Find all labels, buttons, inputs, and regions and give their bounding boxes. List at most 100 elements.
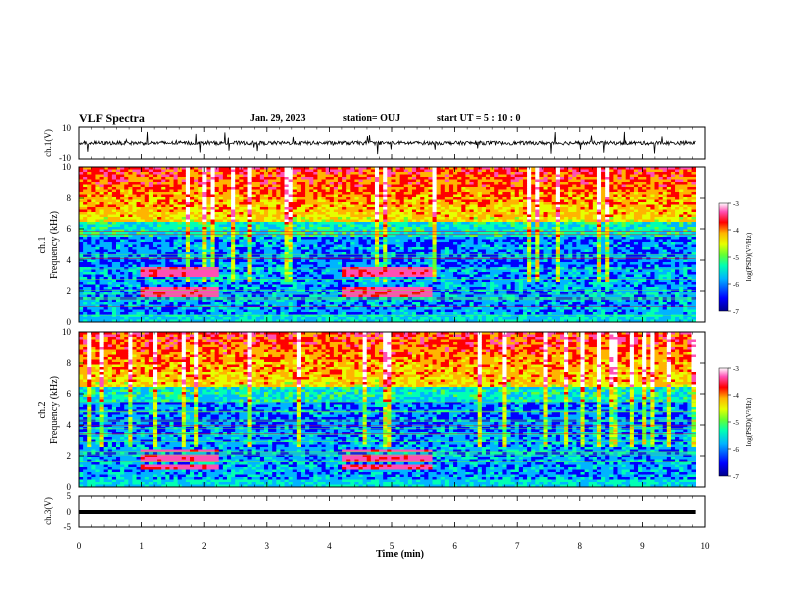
spectrogram-cell bbox=[222, 247, 228, 250]
spectrogram-cell bbox=[181, 234, 187, 238]
spectrogram-cell bbox=[181, 194, 187, 198]
spectrogram-cell bbox=[231, 312, 236, 315]
spectrogram-cell bbox=[239, 247, 244, 250]
spectrogram-cell bbox=[116, 214, 121, 218]
spectrogram-cell bbox=[222, 277, 228, 280]
spectrogram-cell bbox=[309, 287, 314, 290]
spectrogram-cell bbox=[177, 207, 183, 210]
spectrogram-cell bbox=[189, 292, 195, 295]
spectrogram-cell bbox=[79, 287, 84, 290]
spectrogram-cell bbox=[202, 182, 207, 185]
spectrogram-cell bbox=[214, 182, 220, 185]
spectrogram-cell bbox=[374, 247, 380, 250]
spectrogram-cell bbox=[194, 317, 199, 320]
spectrogram-cell bbox=[268, 282, 273, 285]
spectrogram-cell bbox=[103, 229, 109, 233]
spectrogram-cell bbox=[300, 312, 306, 315]
spectrogram-cell bbox=[337, 217, 343, 220]
spectrogram-cell bbox=[194, 319, 199, 323]
spectrogram-cell bbox=[95, 312, 100, 315]
spectrogram-cell bbox=[99, 179, 105, 183]
spectrogram-cell bbox=[321, 227, 327, 230]
spectrogram-cell bbox=[185, 259, 191, 263]
spectrogram-cell bbox=[218, 247, 224, 250]
spectrogram-cell bbox=[321, 204, 327, 208]
spectrogram-cell bbox=[132, 252, 137, 255]
spectrogram-cell bbox=[239, 272, 244, 275]
spectrogram-cell bbox=[321, 297, 327, 300]
spectrogram-cell bbox=[222, 179, 228, 183]
spectrogram-cell bbox=[111, 297, 117, 300]
spectrogram-cell bbox=[161, 314, 166, 318]
spectrogram-cell bbox=[403, 224, 409, 228]
spectrogram-cell bbox=[366, 177, 372, 180]
spectrogram-cell bbox=[300, 167, 306, 170]
spectrogram-cell bbox=[231, 194, 236, 198]
spectrogram-cell bbox=[214, 264, 220, 268]
spectrogram-cell bbox=[346, 264, 351, 268]
spectrogram-cell bbox=[251, 297, 257, 300]
spectrogram-cell bbox=[116, 287, 121, 290]
spectrogram-cell bbox=[91, 237, 96, 240]
spectrogram-cell bbox=[309, 187, 314, 190]
spectrogram-cell bbox=[321, 287, 327, 290]
spectrogram-cell bbox=[202, 172, 207, 175]
spectrogram-cell bbox=[136, 227, 142, 230]
spectrogram-cell bbox=[79, 247, 84, 250]
spectrogram-cell bbox=[140, 282, 146, 285]
spectrogram-cell bbox=[243, 217, 248, 220]
spectrogram-cell bbox=[144, 272, 150, 275]
spectrogram-cell bbox=[354, 252, 359, 255]
spectrogram-cell bbox=[309, 239, 314, 243]
spectrogram-cell bbox=[292, 242, 298, 245]
spectrogram-cell bbox=[313, 252, 318, 255]
spectrogram-cell bbox=[403, 259, 409, 263]
spectrogram-cell bbox=[370, 287, 376, 290]
spectrogram-cell bbox=[181, 267, 187, 270]
spectrogram-cell bbox=[103, 282, 109, 285]
spectrogram-cell bbox=[280, 224, 285, 228]
spectrogram-cell bbox=[243, 317, 248, 320]
spectrogram-cell bbox=[358, 204, 364, 208]
spectrogram-cell bbox=[124, 217, 129, 220]
spectrogram-cell bbox=[235, 202, 240, 205]
spectrogram-cell bbox=[231, 169, 236, 173]
figure-title: VLF Spectra bbox=[79, 111, 145, 125]
spectrogram-cell bbox=[107, 277, 113, 280]
spectrogram-cell bbox=[255, 194, 261, 198]
spectrogram-cell bbox=[251, 249, 257, 253]
spectrogram-cell bbox=[189, 194, 195, 198]
spectrogram-cell bbox=[272, 252, 277, 255]
spectrogram-cell bbox=[288, 177, 294, 180]
spectrogram-cell bbox=[325, 212, 331, 215]
spectrogram-cell bbox=[124, 314, 129, 318]
spectrogram-cell bbox=[272, 222, 277, 225]
spectrogram-cell bbox=[206, 169, 211, 173]
spectrogram-cell bbox=[181, 199, 187, 203]
spectrogram-cell bbox=[202, 249, 207, 253]
spectrogram-cell bbox=[292, 172, 298, 175]
spectrogram-cell bbox=[309, 299, 314, 303]
spectrogram-cell bbox=[276, 304, 281, 308]
spectrogram-cell bbox=[313, 174, 318, 178]
spectrogram-cell bbox=[379, 307, 384, 310]
spectrogram-cell bbox=[337, 277, 343, 280]
spectrogram-cell bbox=[99, 262, 105, 265]
spectrogram-cell bbox=[87, 239, 92, 243]
spectrogram-cell bbox=[296, 202, 302, 205]
spectrogram-cell bbox=[181, 207, 187, 210]
spectrogram-cell bbox=[354, 172, 359, 175]
spectrogram-cell bbox=[144, 227, 150, 230]
spectrogram-cell bbox=[362, 172, 368, 175]
spectrogram-cell bbox=[358, 197, 364, 200]
spectrogram-cell bbox=[103, 242, 109, 245]
spectrogram-cell bbox=[206, 287, 211, 290]
spectrogram-cell bbox=[120, 242, 125, 245]
spectrogram-cell bbox=[95, 187, 100, 190]
spectrogram-cell bbox=[161, 179, 166, 183]
spectrogram-cell bbox=[173, 302, 179, 305]
spectrogram-cell bbox=[103, 274, 109, 278]
spectrogram-cell bbox=[144, 179, 150, 183]
spectrogram-cell bbox=[132, 194, 137, 198]
spectrogram-cell bbox=[161, 189, 166, 193]
